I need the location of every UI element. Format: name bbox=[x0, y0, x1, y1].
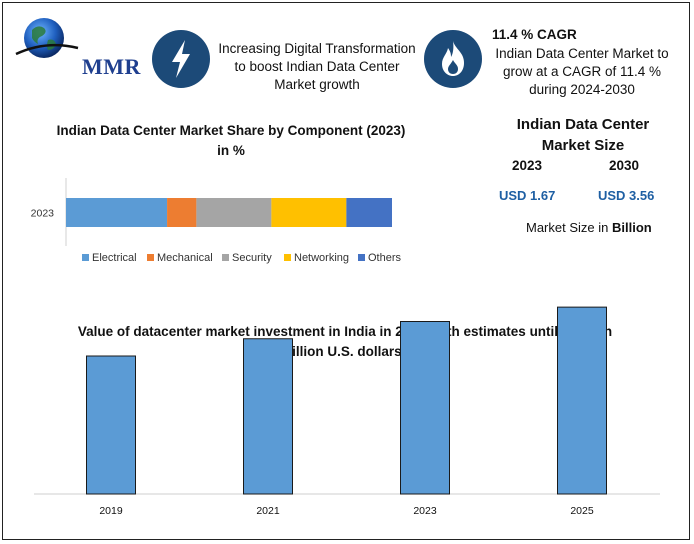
mmr-logo: MMR bbox=[14, 14, 144, 79]
share-bar-others bbox=[346, 198, 392, 227]
market-size-title: Indian Data Center Market Size bbox=[516, 116, 650, 154]
legend-swatch-networking bbox=[284, 254, 291, 261]
legend-swatch-security bbox=[222, 254, 229, 261]
market-size-year-start: 2023 bbox=[512, 158, 543, 173]
investment-tick-2025: 2025 bbox=[570, 505, 594, 517]
investment-tick-2021: 2021 bbox=[256, 505, 280, 517]
globe-icon bbox=[15, 18, 79, 58]
logo-text: MMR bbox=[82, 54, 141, 79]
investment-tick-2023: 2023 bbox=[413, 505, 437, 517]
market-size-year-end: 2030 bbox=[609, 158, 640, 173]
investment-chart-title: Value of datacenter market investment in… bbox=[77, 324, 613, 359]
lightning-bolt-icon bbox=[152, 30, 210, 88]
investment-bar-2023 bbox=[400, 321, 450, 495]
investment-bar-2021 bbox=[243, 338, 293, 495]
market-size-note-prefix: Market Size in bbox=[526, 220, 612, 235]
investment-bar-2019 bbox=[86, 355, 136, 495]
legend-swatch-electrical bbox=[82, 254, 89, 261]
share-bar-security bbox=[196, 198, 272, 227]
share-chart-title: Indian Data Center Market Share by Compo… bbox=[56, 123, 406, 158]
legend-label-electrical: Electrical bbox=[92, 252, 137, 264]
legend-label-networking: Networking bbox=[294, 252, 349, 264]
headline-text: Increasing Digital Transformation to boo… bbox=[218, 41, 416, 92]
legend-swatch-mechanical bbox=[147, 254, 154, 261]
investment-bar-2025 bbox=[557, 306, 607, 495]
legend-label-security: Security bbox=[232, 252, 272, 264]
cagr-description: Indian Data Center Market to grow at a C… bbox=[495, 46, 669, 97]
market-size-value-end: USD 3.56 bbox=[598, 188, 655, 203]
share-bar-networking bbox=[271, 198, 347, 227]
market-size-note-unit: Billion bbox=[611, 220, 652, 235]
share-bar-electrical bbox=[66, 198, 168, 227]
share-category-label: 2023 bbox=[31, 208, 55, 220]
cagr-title: 11.4 % CAGR bbox=[492, 27, 577, 42]
market-size-unit-note: Market Size in Billion bbox=[526, 220, 652, 235]
legend-label-mechanical: Mechanical bbox=[157, 252, 213, 264]
share-bar-mechanical bbox=[167, 198, 197, 227]
legend-swatch-others bbox=[358, 254, 365, 261]
legend-label-others: Others bbox=[368, 252, 402, 264]
investment-tick-2019: 2019 bbox=[99, 505, 123, 517]
flame-icon bbox=[424, 30, 482, 88]
market-size-value-start: USD 1.67 bbox=[499, 188, 556, 203]
